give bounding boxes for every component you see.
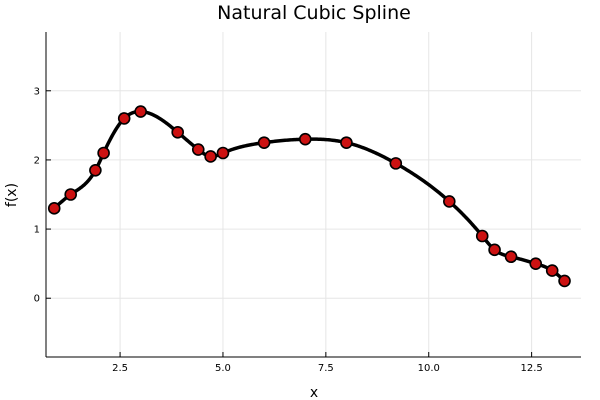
x-tick-label: 7.5 <box>318 363 334 374</box>
data-point <box>443 195 456 208</box>
data-point <box>529 257 543 270</box>
axes <box>45 32 581 358</box>
data-point <box>64 188 77 201</box>
x-axis-label: x <box>310 385 318 400</box>
data-point <box>389 157 403 170</box>
x-tick-label: 2.5 <box>112 363 128 374</box>
data-point <box>216 146 230 160</box>
data-point <box>89 163 102 177</box>
data-point <box>340 136 353 149</box>
x-tick-label: 5.0 <box>215 363 231 374</box>
data-point <box>171 125 184 139</box>
data-point <box>488 243 501 257</box>
y-tick-label: 0 <box>34 294 40 305</box>
y-tick-label: 2 <box>34 155 40 166</box>
grid <box>46 32 581 357</box>
data-point <box>475 229 489 243</box>
y-tick-label: 3 <box>34 86 40 97</box>
data-point <box>117 112 131 125</box>
data-point <box>134 105 147 118</box>
data-point <box>298 132 312 146</box>
ticks: 2.5 5.0 7.5 10.0 12.5 0 1 2 3 <box>34 86 543 374</box>
data-point <box>204 150 217 163</box>
data-point <box>257 136 271 149</box>
data-point <box>47 202 61 215</box>
data-point <box>545 264 559 277</box>
data-point <box>97 146 110 160</box>
chart-title: Natural Cubic Spline <box>217 2 411 24</box>
y-tick-label: 1 <box>34 225 40 236</box>
data-point <box>191 143 205 156</box>
y-axis-label: f(x) <box>4 183 20 207</box>
x-tick-label: 12.5 <box>520 363 542 374</box>
plot-area <box>47 105 571 288</box>
data-point <box>504 250 518 264</box>
data-point <box>558 274 571 288</box>
x-tick-label: 10.0 <box>418 363 440 374</box>
